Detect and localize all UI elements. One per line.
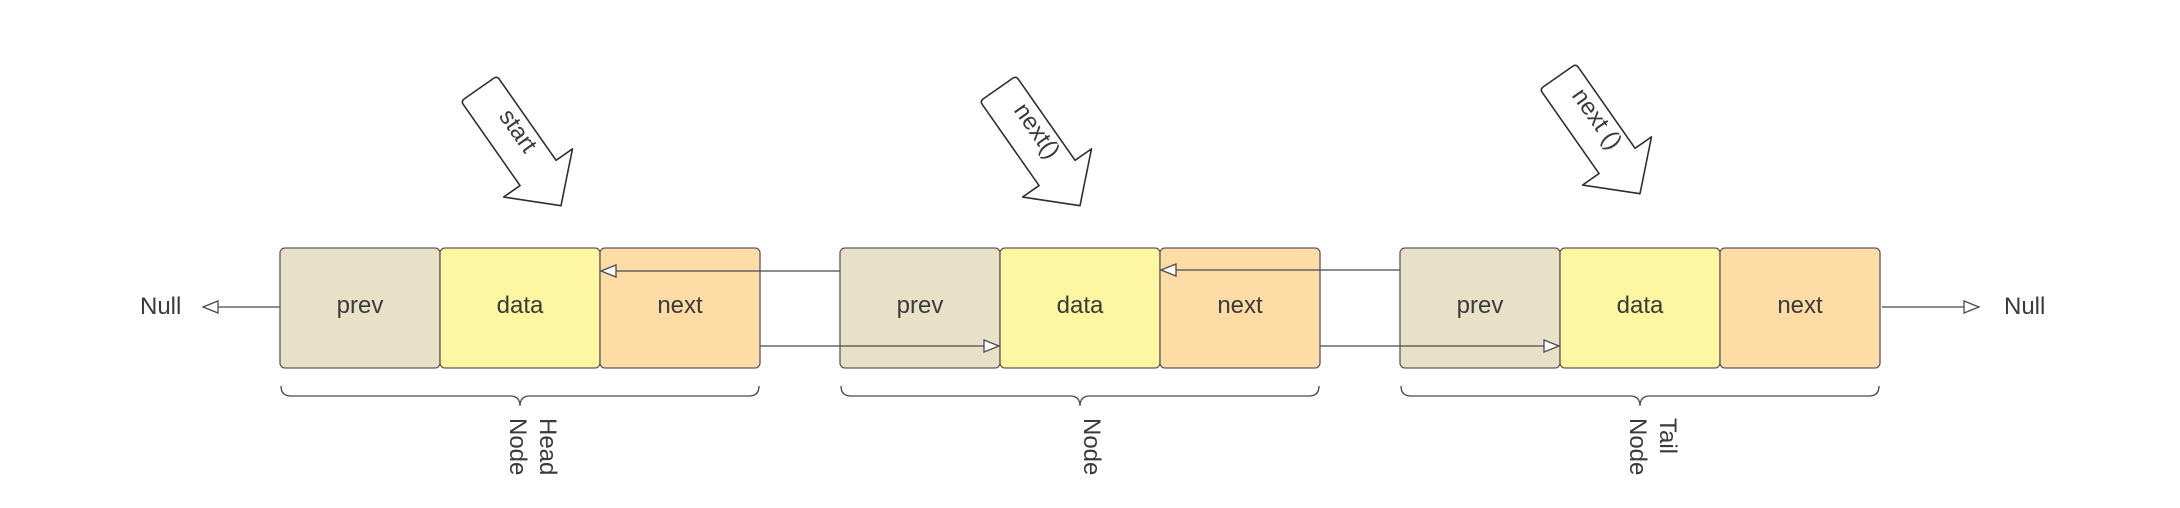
start-pointer: start — [461, 76, 574, 207]
null-left-label: Null — [140, 293, 181, 320]
cell-data-label: data — [497, 292, 544, 319]
svg-text:Node: Node — [1078, 418, 1105, 475]
null-left-arrowhead — [201, 300, 219, 314]
node-head: prev data next — [279, 247, 761, 369]
cell-next-label: next — [1217, 292, 1263, 319]
middle-node-brace — [840, 385, 1320, 407]
cell-next-label: next — [657, 292, 703, 319]
cell-next-label: next — [1777, 292, 1823, 319]
null-right-label: Null — [2004, 293, 2045, 320]
tail-node-label: Tail Node — [1624, 418, 1681, 475]
prev-link-1-arrowhead — [599, 264, 617, 278]
middle-node-label: Node — [1078, 418, 1105, 475]
head-node-label: Head Node — [504, 418, 561, 475]
next-link-1-arrowhead — [983, 339, 1001, 353]
cell-next — [599, 247, 761, 369]
node-middle: prev data next — [839, 247, 1321, 369]
next-pointer-2: next () — [1540, 64, 1653, 195]
tail-node-brace — [1400, 385, 1880, 407]
svg-text:Node: Node — [504, 418, 531, 475]
prev-link-2-arrowhead — [1159, 263, 1177, 277]
next-pointer-1-arrow — [980, 76, 1093, 207]
cell-data-label: data — [1057, 292, 1104, 319]
cell-next — [1719, 247, 1881, 369]
cell-next — [1159, 247, 1321, 369]
start-pointer-arrow — [461, 76, 574, 207]
cell-prev-label: prev — [897, 292, 944, 319]
cell-data-label: data — [1617, 292, 1664, 319]
cell-prev-label: prev — [337, 292, 384, 319]
svg-text:Tail: Tail — [1654, 418, 1681, 454]
head-node-brace — [280, 385, 760, 407]
null-right-arrowhead — [1963, 300, 1981, 314]
next-pointer-2-arrow — [1540, 64, 1653, 195]
svg-text:Head: Head — [534, 418, 561, 475]
next-pointer-1: next() — [980, 76, 1093, 207]
cell-prev-label: prev — [1457, 292, 1504, 319]
svg-text:Node: Node — [1624, 418, 1651, 475]
node-tail: prev data next — [1399, 247, 1881, 369]
next-link-2-arrowhead — [1543, 339, 1561, 353]
